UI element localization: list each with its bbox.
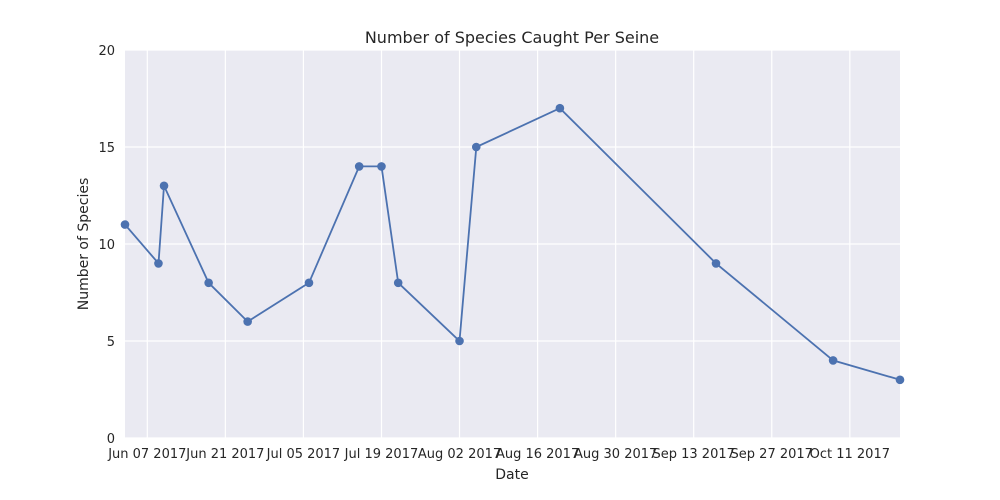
x-tick-label: Aug 16 2017 [496,447,579,462]
data-point [471,142,481,152]
data-point [354,162,364,171]
data-point [204,278,213,288]
x-tick-label: Jun 21 2017 [185,447,264,462]
y-tick-label: 10 [98,238,115,253]
data-point [393,278,403,288]
data-point [120,220,130,229]
y-axis-label: Number of Species [76,178,92,311]
x-tick-label: Jul 05 2017 [266,447,341,462]
data-point [895,375,905,385]
data-point [455,336,464,346]
data-point [555,103,565,113]
data-point [159,181,169,191]
x-tick-label: Sep 27 2017 [731,447,813,462]
data-point [711,259,721,268]
x-tick-label: Aug 30 2017 [574,447,657,462]
x-axis-label: Date [495,467,528,483]
y-tick-label: 20 [98,44,115,59]
data-point [243,317,252,326]
x-tick-label: Oct 11 2017 [810,447,890,462]
x-tick-label: Jun 07 2017 [107,447,186,462]
grid [125,49,900,439]
data-point [304,278,314,288]
x-tick-label: Aug 02 2017 [418,447,501,462]
y-tick-label: 15 [98,141,115,156]
data-point [828,356,838,365]
data-point [377,162,386,171]
chart-title: Number of Species Caught Per Seine [365,28,659,47]
x-tick-label: Sep 13 2017 [653,447,735,462]
y-tick-label: 0 [107,432,115,447]
series-layer [120,103,905,385]
tick-labels: Jun 07 2017 Jun 21 2017 Jul 05 2017 Jul 19 … [98,44,890,462]
data-point [154,259,163,268]
x-tick-label: Jul 19 2017 [344,447,419,462]
y-tick-label: 5 [107,335,115,350]
